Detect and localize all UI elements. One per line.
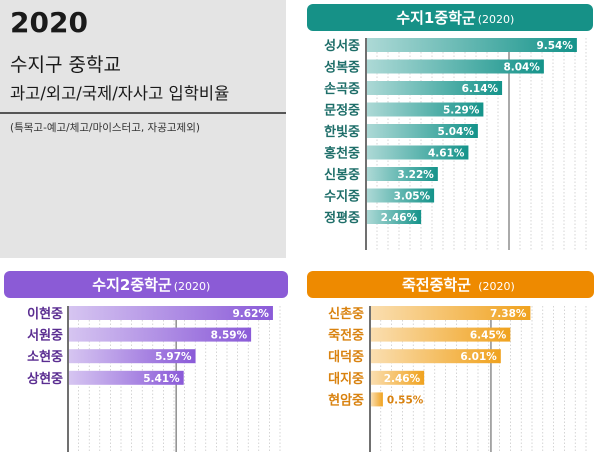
bar bbox=[371, 392, 383, 407]
bar bbox=[371, 370, 425, 385]
data-label: 9.54% bbox=[536, 40, 573, 52]
chart-title: 수지1중학군 bbox=[396, 9, 476, 27]
title-subtitle: 과고/외고/국제/자사고 입학비율 bbox=[10, 84, 230, 103]
title-box: 2020 수지구 중학교 과고/외고/국제/자사고 입학비율 (특목고-예고/체… bbox=[0, 0, 286, 258]
category-label: 문정중 bbox=[324, 103, 360, 119]
bar bbox=[367, 38, 577, 52]
data-label: 6.45% bbox=[470, 330, 507, 342]
title-divider bbox=[0, 112, 286, 114]
data-label: 8.59% bbox=[211, 330, 248, 342]
data-label: 2.46% bbox=[384, 373, 421, 385]
chart-year: (2020) bbox=[174, 280, 211, 293]
category-label: 신촌중 bbox=[328, 307, 364, 322]
bar bbox=[371, 349, 501, 364]
category-label: 상현중 bbox=[27, 371, 63, 387]
bar bbox=[367, 81, 503, 95]
bar bbox=[367, 59, 544, 74]
chart-year: (2020) bbox=[478, 280, 515, 293]
category-label: 성서중 bbox=[324, 39, 360, 54]
category-label: 소현중 bbox=[27, 349, 63, 365]
chart-year: (2020) bbox=[478, 13, 515, 26]
data-label: 5.04% bbox=[437, 126, 474, 138]
data-label: 3.22% bbox=[397, 169, 434, 181]
category-label: 대지중 bbox=[328, 372, 364, 387]
bar bbox=[69, 327, 252, 342]
bar bbox=[69, 349, 196, 364]
bar bbox=[367, 145, 469, 160]
title-note: (특목고-예고/체고/마이스터고, 자공고제외) bbox=[10, 122, 200, 134]
category-label: 신봉중 bbox=[324, 168, 360, 183]
category-label: 대덕중 bbox=[328, 349, 364, 365]
bar bbox=[367, 167, 438, 181]
title-main: 수지구 중학교 bbox=[10, 54, 121, 76]
chart-header-bg bbox=[4, 271, 288, 298]
category-label: 성복중 bbox=[324, 61, 360, 76]
data-label: 5.41% bbox=[143, 373, 180, 385]
data-label: 8.04% bbox=[503, 62, 540, 74]
bar bbox=[69, 370, 184, 385]
data-label: 4.61% bbox=[428, 148, 465, 160]
bar bbox=[69, 306, 273, 320]
data-label: 0.55% bbox=[387, 394, 424, 406]
bar bbox=[367, 210, 422, 224]
data-label: 9.62% bbox=[233, 308, 270, 320]
category-label: 서원중 bbox=[27, 329, 63, 344]
bar bbox=[371, 306, 531, 320]
data-label: 7.38% bbox=[490, 308, 527, 320]
data-label: 6.14% bbox=[462, 83, 499, 95]
bar bbox=[367, 124, 478, 138]
category-label: 손곡중 bbox=[324, 82, 360, 97]
category-label: 이현중 bbox=[27, 306, 63, 322]
chart-title: 수지2중학군 bbox=[92, 276, 172, 294]
bar bbox=[371, 327, 511, 342]
chart-header-bg bbox=[307, 4, 593, 31]
data-label: 5.97% bbox=[155, 351, 192, 363]
data-label: 2.46% bbox=[381, 212, 418, 224]
bar bbox=[367, 102, 484, 117]
category-label: 수지중 bbox=[324, 190, 360, 205]
category-label: 죽전중 bbox=[328, 328, 364, 344]
data-label: 3.05% bbox=[394, 191, 431, 203]
chart-header-bg bbox=[307, 271, 594, 298]
data-label: 5.29% bbox=[443, 105, 480, 117]
category-label: 홍천중 bbox=[324, 146, 360, 162]
chart-title: 죽전중학군 bbox=[402, 276, 471, 294]
category-label: 현암중 bbox=[328, 392, 364, 408]
category-label: 한빛중 bbox=[324, 124, 360, 140]
data-label: 6.01% bbox=[460, 351, 497, 363]
category-label: 정평중 bbox=[324, 210, 360, 226]
bar bbox=[367, 188, 435, 203]
title-year: 2020 bbox=[10, 6, 88, 39]
